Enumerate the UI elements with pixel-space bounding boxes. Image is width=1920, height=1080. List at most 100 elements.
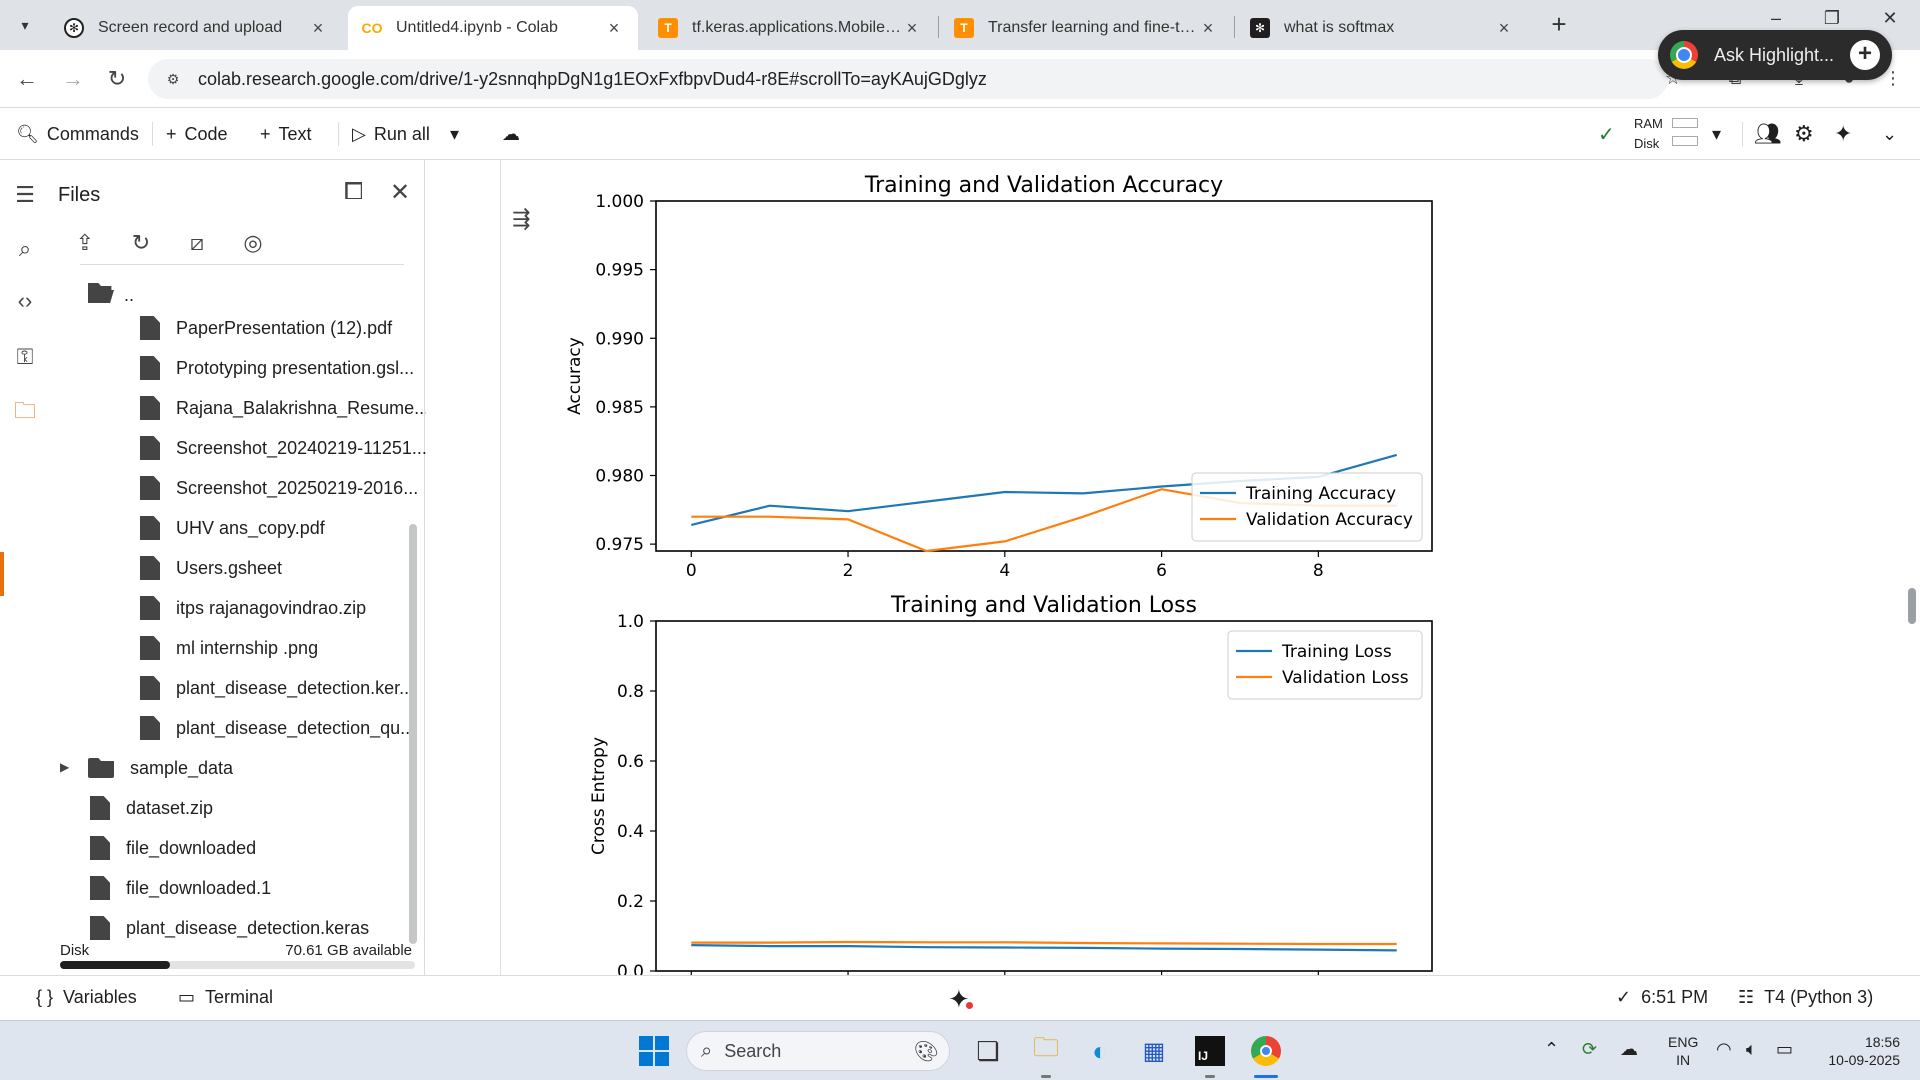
gemini-sparkle-icon[interactable]: ✦ — [948, 984, 970, 1014]
code-snippets-icon[interactable]: ‹› — [17, 288, 33, 313]
file-item[interactable]: Rajana_Balakrishna_Resume... — [140, 388, 429, 428]
onedrive-icon[interactable]: ☁ — [1620, 1039, 1638, 1059]
site-info-icon[interactable]: ⚙ — [166, 71, 180, 87]
upload-file-icon[interactable]: ⇪ — [75, 230, 95, 255]
runtime-info[interactable]: ☷ T4 (Python 3) — [1738, 987, 1874, 1007]
chrome-icon[interactable] — [1246, 1031, 1286, 1071]
check-icon: ✓ — [1616, 987, 1632, 1007]
folder-item[interactable]: sample_data — [88, 748, 233, 788]
resource-dropdown[interactable]: ▾ — [1712, 120, 1721, 148]
run-all-dropdown[interactable]: ▾ — [450, 120, 459, 148]
volume-icon[interactable]: 🔈︎ — [1746, 1039, 1757, 1059]
close-icon[interactable]: ✕ — [390, 179, 411, 206]
folder-icon[interactable]: 🗀︎ — [13, 398, 36, 423]
files-scrollbar[interactable] — [409, 524, 417, 944]
y-axis-label: Cross Entropy — [589, 737, 609, 855]
hide-files-icon[interactable]: ◎ — [243, 230, 263, 255]
gear-icon[interactable]: ⚙ — [1794, 121, 1814, 146]
input-language[interactable]: ENG IN — [1668, 1034, 1699, 1068]
file-item[interactable]: Screenshot_20240219-11251... — [140, 428, 427, 468]
file-item[interactable]: PaperPresentation (12).pdf — [140, 308, 392, 348]
parent-folder-item[interactable]: .. — [88, 275, 134, 315]
browser-tab-active[interactable]: CO Untitled4.ipynb - Colab × — [348, 6, 638, 50]
close-icon[interactable]: × — [1498, 17, 1510, 38]
restore-icon[interactable]: ❐ — [1823, 8, 1841, 28]
file-item[interactable]: UHV ans_copy.pdf — [140, 508, 325, 548]
browser-tab[interactable]: T tf.keras.applications.MobileNet × — [644, 6, 936, 50]
unmount-drive-icon[interactable]: ⧄ — [190, 230, 204, 255]
variables-button[interactable]: { } Variables — [36, 987, 137, 1007]
legend-box — [1191, 472, 1423, 542]
close-window-icon[interactable]: ✕ — [1882, 8, 1898, 28]
y-tick-label: 0.990 — [595, 329, 644, 349]
series-line-validation — [691, 940, 1397, 946]
browser-tab[interactable]: ✻ what is softmax × — [1236, 6, 1528, 50]
close-icon[interactable]: × — [1202, 17, 1214, 38]
close-icon[interactable]: × — [608, 17, 620, 38]
collapse-header-icon[interactable]: ⌄ — [1882, 123, 1898, 144]
back-icon[interactable]: ← — [16, 66, 38, 91]
close-icon[interactable]: × — [312, 17, 324, 38]
file-item[interactable]: file_downloaded.1 — [90, 868, 271, 908]
file-explorer-icon[interactable]: 🗀︎ — [1032, 1032, 1059, 1062]
system-clock[interactable]: 18:56 10-09-2025 — [1828, 1034, 1900, 1068]
file-item[interactable]: dataset.zip — [90, 788, 213, 828]
commands-button[interactable]: 🔍︎ Commands — [16, 123, 139, 144]
intellij-icon[interactable]: IJ — [1190, 1031, 1230, 1071]
output-actions-icon[interactable]: ⇶ — [512, 206, 531, 231]
gemini-sparkle-icon[interactable]: ✦ — [1834, 121, 1853, 146]
y-tick-label: 0.8 — [617, 682, 644, 702]
refresh-icon[interactable]: ↻ — [131, 230, 151, 255]
table-of-contents-icon[interactable]: ☰ — [15, 182, 35, 207]
add-text-button[interactable]: + Text — [260, 123, 312, 144]
wifi-icon[interactable]: ◠ — [1716, 1039, 1732, 1059]
sync-icon[interactable]: ⟳ — [1582, 1039, 1598, 1059]
edge-browser-icon[interactable]: ◐ — [1092, 1035, 1108, 1066]
taskbar-search[interactable]: ⌕ Search 🎨︎ — [686, 1031, 950, 1071]
ms-store-icon[interactable]: ▦ — [1142, 1037, 1166, 1065]
more-menu-icon[interactable]: ⋮ — [1884, 68, 1902, 88]
tab-search-button[interactable]: ▾ — [8, 8, 42, 42]
search-icon: 🔍︎ — [16, 123, 39, 144]
chrome-logo-icon — [1670, 41, 1698, 69]
file-item[interactable]: Users.gsheet — [140, 548, 282, 588]
file-item[interactable]: itps rajanagovindrao.zip — [140, 588, 366, 628]
open-in-tab-icon[interactable]: ⧠ — [344, 178, 364, 205]
run-all-button[interactable]: ▷ Run all — [352, 123, 430, 144]
file-item[interactable]: Screenshot_20250219-2016... — [140, 468, 418, 508]
share-people-icon[interactable]: 👥︎ — [1754, 121, 1782, 146]
key-icon[interactable]: ⚿ — [16, 344, 34, 369]
browser-tab[interactable]: ✻ Screen record and upload × — [50, 6, 342, 50]
terminal-button[interactable]: ▭ Terminal — [178, 987, 274, 1007]
plus-icon[interactable]: + — [1850, 40, 1880, 70]
reload-icon[interactable]: ↻ — [107, 66, 127, 91]
file-item[interactable]: file_downloaded — [90, 828, 256, 868]
minimize-icon[interactable]: – — [1770, 8, 1781, 28]
files-panel-title: Files — [58, 184, 101, 206]
file-item[interactable]: plant_disease_detection_qu... — [140, 708, 415, 748]
start-button[interactable] — [634, 1031, 674, 1071]
task-view-icon[interactable]: ❏ — [976, 1035, 1000, 1066]
file-item[interactable]: ml internship .png — [140, 628, 318, 668]
find-replace-icon[interactable]: ⌕ — [18, 236, 32, 261]
close-icon[interactable]: × — [906, 17, 918, 38]
file-item[interactable]: Prototyping presentation.gsl... — [140, 348, 414, 388]
expand-caret-icon[interactable]: ▶ — [60, 760, 70, 774]
add-code-button[interactable]: + Code — [166, 123, 228, 144]
new-tab-button[interactable]: + — [1551, 9, 1567, 39]
x-tick-label: 4 — [999, 561, 1010, 581]
file-item[interactable]: plant_disease_detection.ker... — [140, 668, 414, 708]
battery-icon[interactable]: ▭ — [1776, 1039, 1794, 1059]
show-hidden-icons[interactable]: ⌃ — [1544, 1039, 1560, 1059]
ask-highlight-pill[interactable]: Ask Highlight... + — [1658, 30, 1892, 80]
ram-bar — [1672, 118, 1698, 128]
file-icon — [90, 836, 110, 860]
drive-save-icon[interactable]: ☁ — [502, 120, 520, 148]
forward-icon[interactable]: → — [62, 66, 84, 91]
notebook-scrollbar[interactable] — [1908, 588, 1916, 624]
file-item[interactable]: plant_disease_detection.keras — [90, 908, 369, 948]
execution-status[interactable]: ✓ 6:51 PM — [1616, 987, 1709, 1007]
resource-indicator[interactable]: RAM Disk — [1634, 116, 1663, 151]
browser-tab[interactable]: T Transfer learning and fine-tunin × — [940, 6, 1232, 50]
omnibox[interactable]: ⚙ colab.research.google.com/drive/1-y2sn… — [148, 59, 1668, 99]
